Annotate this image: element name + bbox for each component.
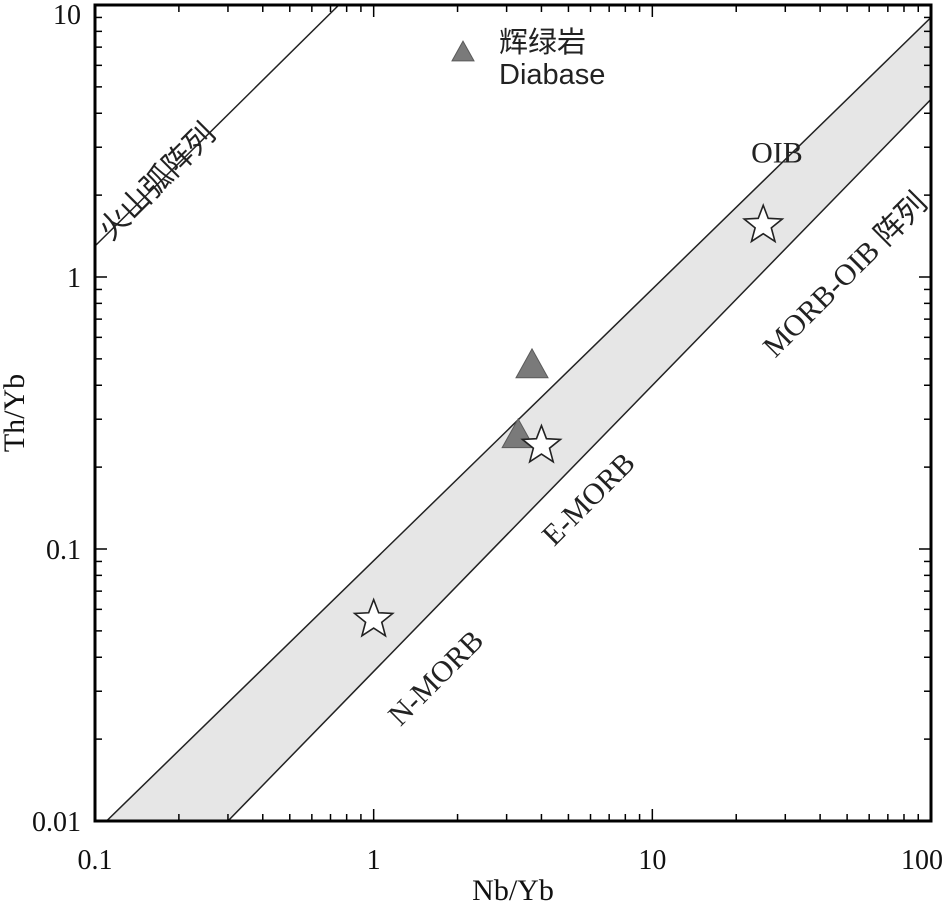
y-tick-label: 0.1 xyxy=(46,535,81,566)
x-tick-label: 1 xyxy=(367,845,381,876)
reference-line-2 xyxy=(227,98,931,821)
y-axis-title: Th/Yb xyxy=(0,374,31,452)
reference-line-0 xyxy=(95,5,340,247)
star-point xyxy=(352,597,395,638)
star-point xyxy=(520,423,563,464)
y-tick-label: 10 xyxy=(53,0,81,31)
x-tick-label: 0.1 xyxy=(78,845,113,876)
x-tick-label: 100 xyxy=(901,845,943,876)
legend-label-cn: 辉绿岩 xyxy=(499,26,586,59)
reference-lines xyxy=(95,5,931,821)
triangle-point xyxy=(515,347,549,379)
plot-frame xyxy=(93,3,933,823)
legend-triangle-marker xyxy=(451,40,475,62)
legend-label-en: Diabase xyxy=(499,59,605,91)
x-tick-label: 10 xyxy=(638,845,666,876)
data-points xyxy=(352,202,785,638)
x-axis-title: Nb/Yb xyxy=(472,874,554,907)
annotation-label: OIB xyxy=(751,136,803,169)
y-tick-label: 0.01 xyxy=(32,807,81,838)
y-tick-label: 1 xyxy=(67,263,81,294)
annotation-label: 火山弧阵列 xyxy=(93,117,222,246)
star-point xyxy=(742,202,785,244)
